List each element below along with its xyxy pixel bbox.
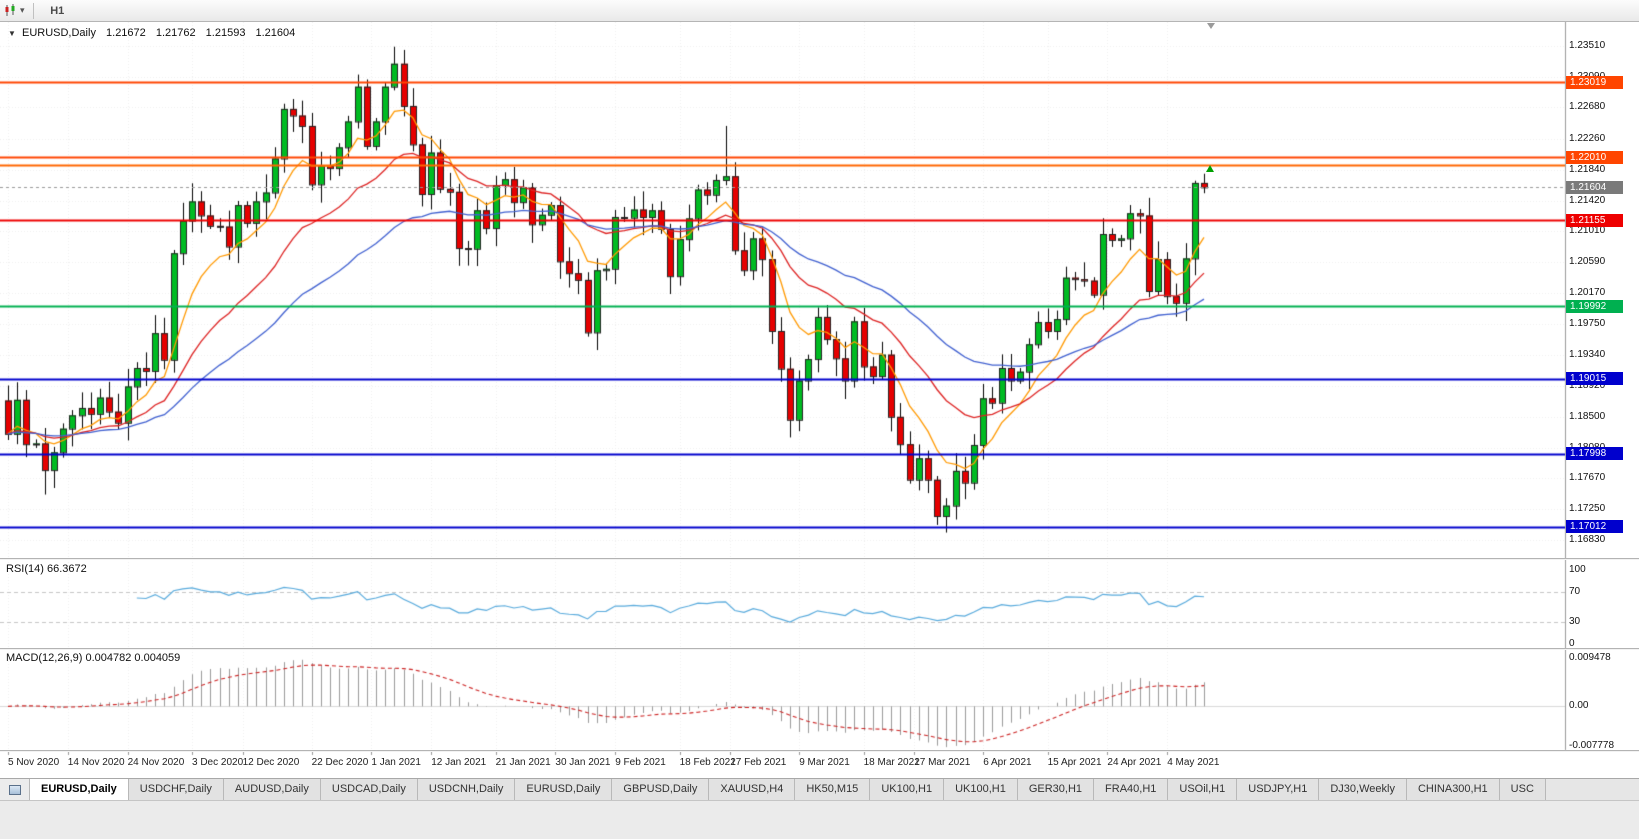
window-icon	[8, 784, 21, 795]
chart-marker-icon: ▼	[8, 29, 16, 38]
chart-tab-eurusd-daily[interactable]: EURUSD,Daily	[30, 779, 129, 800]
chart-tab-usoil-h1[interactable]: USOil,H1	[1168, 779, 1238, 800]
chart-tab-dj30-weekly[interactable]: DJ30,Weekly	[1319, 779, 1407, 800]
ohlc-close: 1.21604	[255, 27, 296, 39]
time-axis-separator	[0, 750, 1639, 752]
rsi-indicator-label: RSI(14) 66.3672	[6, 563, 87, 575]
macd-indicator-label: MACD(12,26,9) 0.004782 0.004059	[6, 652, 181, 664]
toolbar-separator	[32, 2, 34, 19]
ohlc-high: 1.21762	[155, 27, 196, 39]
chart-tab-gbpusd-daily[interactable]: GBPUSD,Daily	[612, 779, 710, 800]
chart-tab-usdjpy-h1[interactable]: USDJPY,H1	[1237, 779, 1320, 800]
chart-tab-china300-h1[interactable]: CHINA300,H1	[1406, 779, 1500, 800]
chart-tab-hk50-m15[interactable]: HK50,M15	[795, 779, 871, 800]
chart-tab-xauusd-h4[interactable]: XAUUSD,H4	[709, 779, 796, 800]
chart-ohlc-header: ▼ EURUSD,Daily 1.21672 1.21762 1.21593 1…	[8, 27, 302, 39]
chart-tab-audusd-daily[interactable]: AUDUSD,Daily	[223, 779, 321, 800]
chart-tab-list: EURUSD,Daily USDCHF,Daily AUDUSD,Daily USDC…	[30, 779, 1639, 800]
pane-separator-rsi[interactable]	[0, 558, 1639, 560]
price-chart-canvas[interactable]	[0, 22, 1639, 778]
chart-tab-ger30-h1[interactable]: GER30,H1	[1017, 779, 1095, 800]
chart-tab-usdcad-daily[interactable]: USDCAD,Daily	[320, 779, 418, 800]
chart-tab-uk100-h1[interactable]: UK100,H1	[870, 779, 945, 800]
timeframe-toolbar: ▾ M1M5M15M30H1H4D1W1MN	[0, 0, 1639, 89]
chart-tab-eurusd-daily[interactable]: EURUSD,Daily	[515, 779, 613, 800]
chart-type-icon[interactable]	[4, 4, 19, 17]
chart-tab-usdcnh-daily[interactable]: USDCNH,Daily	[417, 779, 516, 800]
chart-tab-uk100-h1[interactable]: UK100,H1	[944, 779, 1018, 800]
chart-tab-fra40-h1[interactable]: FRA40,H1	[1094, 779, 1169, 800]
chart-tab-usc[interactable]: USC	[1499, 779, 1546, 800]
ohlc-low: 1.21593	[205, 27, 246, 39]
chart-symbol-label: EURUSD,Daily	[21, 27, 96, 39]
status-bar	[0, 800, 1639, 839]
chart-shift-marker-icon	[1207, 23, 1215, 29]
timeframe-button-h1[interactable]: H1	[50, 4, 65, 17]
chart-type-dropdown-icon[interactable]: ▾	[20, 5, 25, 15]
ohlc-open: 1.21672	[106, 27, 146, 39]
chart-tab-usdchf-daily[interactable]: USDCHF,Daily	[128, 779, 224, 800]
chart-panel: ▼ EURUSD,Daily 1.21672 1.21762 1.21593 1…	[0, 22, 1639, 778]
tabs-window-icon[interactable]	[0, 779, 30, 800]
pane-separator-macd[interactable]	[0, 648, 1639, 650]
chart-tabs-bar: EURUSD,Daily USDCHF,Daily AUDUSD,Daily USDC…	[0, 778, 1639, 800]
